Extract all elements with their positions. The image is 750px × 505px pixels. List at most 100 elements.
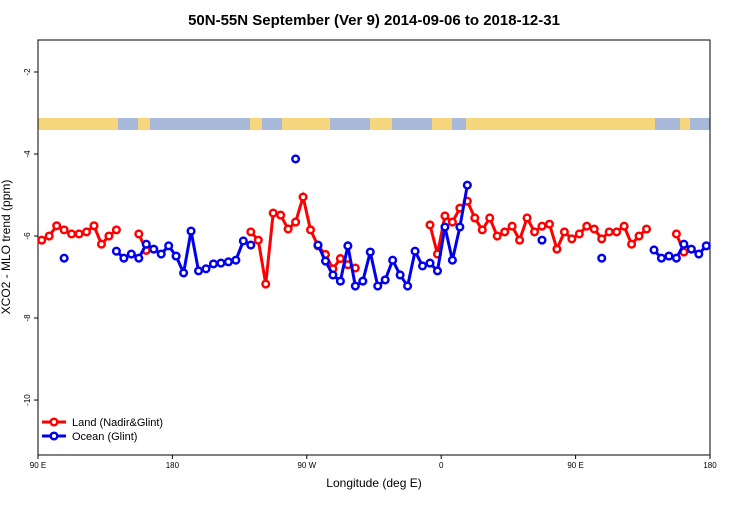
- data-point: [59, 253, 69, 263]
- data-point: [74, 229, 84, 239]
- data-point: [104, 231, 114, 241]
- data-point: [529, 227, 540, 237]
- ocean-strip: [262, 118, 282, 130]
- data-point: [701, 241, 711, 251]
- chart-title: 50N-55N September (Ver 9) 2014-09-06 to …: [188, 12, 560, 29]
- data-point: [507, 221, 517, 231]
- data-point: [111, 225, 121, 235]
- ocean-strip: [690, 118, 710, 130]
- y-tick-label: -6: [23, 232, 32, 240]
- data-point: [567, 234, 577, 244]
- data-point: [500, 227, 510, 237]
- data-point: [619, 221, 629, 231]
- y-tick-label: -4: [23, 150, 32, 158]
- ocean-strip: [392, 118, 432, 130]
- data-point: [320, 256, 331, 266]
- data-point: [358, 276, 368, 286]
- data-point: [664, 251, 674, 261]
- data-point: [59, 225, 69, 235]
- data-point: [410, 246, 420, 256]
- data-point: [395, 270, 405, 280]
- data-point: [253, 235, 263, 245]
- data-point: [462, 180, 472, 190]
- data-point: [261, 279, 271, 289]
- legend-marker: [49, 417, 59, 427]
- data-point: [81, 227, 92, 237]
- data-point: [455, 222, 465, 232]
- data-point: [470, 213, 480, 223]
- data-point: [485, 213, 495, 223]
- data-point: [291, 217, 301, 227]
- data-point: [627, 239, 637, 249]
- data-point: [559, 227, 569, 237]
- data-point: [223, 257, 233, 267]
- ocean-strip: [118, 118, 138, 130]
- data-point: [582, 221, 592, 231]
- legend-label: Ocean (Glint): [72, 431, 137, 443]
- x-tick-label: 0: [439, 461, 444, 470]
- data-point: [328, 270, 338, 280]
- y-axis-label: XCO2 - MLO trend (ppm): [0, 180, 13, 315]
- data-point: [365, 247, 375, 257]
- data-point: [335, 276, 345, 286]
- data-point: [522, 213, 532, 223]
- data-point: [656, 253, 667, 263]
- data-point: [380, 275, 390, 285]
- land-strip: [38, 118, 710, 130]
- data-point: [350, 281, 360, 291]
- data-point: [373, 281, 383, 291]
- ocean-strip: [452, 118, 466, 130]
- legend-label: Land (Nadir&Glint): [72, 417, 163, 429]
- data-point: [313, 240, 323, 250]
- data-point: [649, 245, 659, 255]
- ocean-strip: [655, 118, 680, 130]
- data-point: [186, 226, 196, 236]
- data-point: [544, 219, 555, 229]
- data-point: [283, 224, 293, 234]
- data-point: [432, 266, 443, 276]
- data-point: [111, 246, 121, 256]
- data-point: [634, 231, 644, 241]
- data-point: [641, 224, 652, 234]
- data-point: [52, 221, 62, 231]
- x-axis-label: Longitude (deg E): [326, 476, 421, 490]
- data-point: [134, 229, 144, 239]
- data-point: [440, 211, 450, 221]
- x-tick-label: 90 E: [30, 461, 46, 470]
- data-point: [298, 192, 308, 202]
- ocean-strip: [330, 118, 370, 130]
- data-point: [612, 227, 622, 237]
- data-point: [89, 221, 99, 231]
- data-point: [343, 241, 353, 251]
- data-point: [574, 229, 584, 239]
- series-line: [249, 191, 356, 285]
- data-point: [447, 217, 457, 227]
- data-point: [238, 236, 248, 246]
- data-point: [37, 235, 47, 245]
- data-point: [208, 259, 219, 269]
- data-point: [477, 225, 487, 235]
- data-point: [694, 249, 704, 259]
- data-point: [246, 227, 256, 237]
- data-point: [671, 253, 681, 263]
- data-point: [597, 234, 607, 244]
- data-point: [671, 229, 681, 239]
- data-point: [589, 224, 599, 234]
- data-point: [679, 239, 689, 249]
- plot-frame: [37, 39, 711, 456]
- data-point: [515, 235, 525, 245]
- data-point: [440, 222, 450, 232]
- y-tick-label: -2: [23, 68, 32, 76]
- data-point: [156, 249, 166, 259]
- data-point: [403, 281, 413, 291]
- data-point: [231, 255, 241, 265]
- data-point: [425, 258, 435, 268]
- data-point: [96, 239, 107, 249]
- data-point: [276, 210, 286, 220]
- data-point: [141, 239, 151, 249]
- data-point: [216, 258, 226, 268]
- data-point: [537, 221, 547, 231]
- x-tick-label: 180: [703, 461, 717, 470]
- data-point: [67, 229, 77, 239]
